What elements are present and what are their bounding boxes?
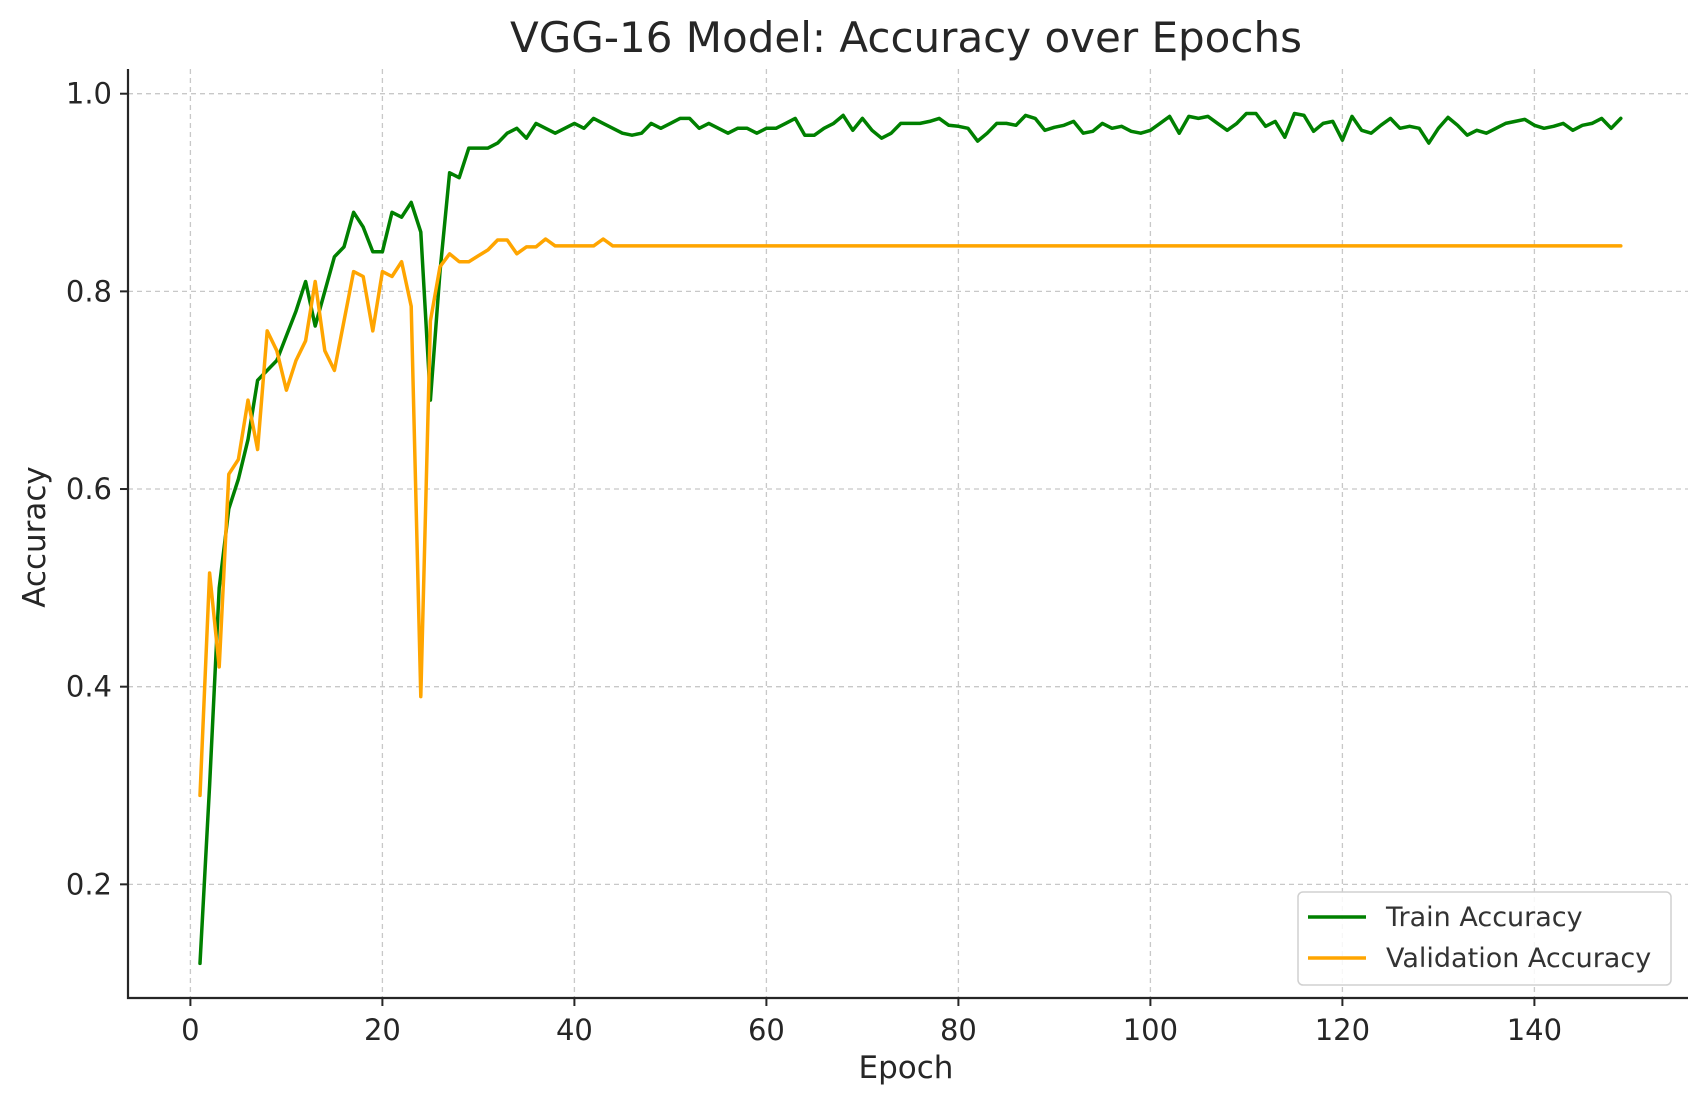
x-axis-ticks: 0 20 40 60 80 100 120 140 <box>181 998 1562 1047</box>
legend-label-validation: Validation Accuracy <box>1386 943 1651 974</box>
series-lines <box>198 111 1623 966</box>
x-tick-label: 20 <box>364 1013 401 1047</box>
y-tick-label: 1.0 <box>66 77 112 111</box>
x-tick-label: 0 <box>181 1013 199 1047</box>
y-tick-label: 0.8 <box>66 274 112 308</box>
y-tick-label: 0.6 <box>66 472 112 506</box>
axis-spines <box>126 69 1688 1000</box>
x-axis-label: Epoch <box>859 1050 954 1086</box>
y-axis-ticks: 0.2 0.4 0.6 0.8 1.0 <box>66 77 128 901</box>
legend-frame <box>1297 891 1672 986</box>
x-tick-label: 100 <box>1123 1013 1178 1047</box>
x-tick-label: 140 <box>1507 1013 1562 1047</box>
train-accuracy-line <box>198 111 1623 966</box>
y-tick-label: 0.2 <box>66 867 112 901</box>
axes <box>126 69 1688 1000</box>
chart-title: VGG-16 Model: Accuracy over Epochs <box>510 13 1302 62</box>
validation-accuracy-line <box>198 237 1623 798</box>
legend-label-train: Train Accuracy <box>1385 902 1583 933</box>
y-tick-label: 0.4 <box>66 670 112 704</box>
y-axis-label: Accuracy <box>17 466 53 608</box>
x-tick-label: 80 <box>940 1013 977 1047</box>
x-tick-label: 40 <box>556 1013 593 1047</box>
legend: Train Accuracy Validation Accuracy <box>1297 891 1672 986</box>
grid <box>128 69 1688 998</box>
x-tick-label: 120 <box>1315 1013 1370 1047</box>
x-tick-label: 60 <box>748 1013 785 1047</box>
